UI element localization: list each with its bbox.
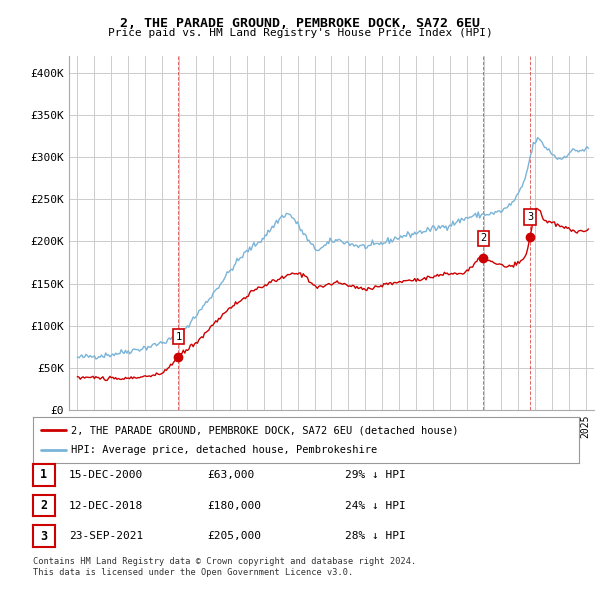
Text: Contains HM Land Registry data © Crown copyright and database right 2024.: Contains HM Land Registry data © Crown c… bbox=[33, 558, 416, 566]
Text: 1: 1 bbox=[175, 332, 182, 342]
Text: 3: 3 bbox=[527, 212, 533, 222]
Text: HPI: Average price, detached house, Pembrokeshire: HPI: Average price, detached house, Pemb… bbox=[71, 445, 377, 455]
Text: 24% ↓ HPI: 24% ↓ HPI bbox=[345, 501, 406, 510]
Text: 2, THE PARADE GROUND, PEMBROKE DOCK, SA72 6EU: 2, THE PARADE GROUND, PEMBROKE DOCK, SA7… bbox=[120, 17, 480, 30]
Text: This data is licensed under the Open Government Licence v3.0.: This data is licensed under the Open Gov… bbox=[33, 568, 353, 577]
Text: 15-DEC-2000: 15-DEC-2000 bbox=[69, 470, 143, 480]
Text: £205,000: £205,000 bbox=[207, 532, 261, 541]
Text: 29% ↓ HPI: 29% ↓ HPI bbox=[345, 470, 406, 480]
Text: 2, THE PARADE GROUND, PEMBROKE DOCK, SA72 6EU (detached house): 2, THE PARADE GROUND, PEMBROKE DOCK, SA7… bbox=[71, 425, 459, 435]
Text: 2: 2 bbox=[40, 499, 47, 512]
Text: 3: 3 bbox=[40, 530, 47, 543]
Text: Price paid vs. HM Land Registry's House Price Index (HPI): Price paid vs. HM Land Registry's House … bbox=[107, 28, 493, 38]
Text: 12-DEC-2018: 12-DEC-2018 bbox=[69, 501, 143, 510]
Text: 2: 2 bbox=[480, 233, 487, 243]
Text: 23-SEP-2021: 23-SEP-2021 bbox=[69, 532, 143, 541]
Text: £180,000: £180,000 bbox=[207, 501, 261, 510]
Text: 28% ↓ HPI: 28% ↓ HPI bbox=[345, 532, 406, 541]
Text: £63,000: £63,000 bbox=[207, 470, 254, 480]
Text: 1: 1 bbox=[40, 468, 47, 481]
